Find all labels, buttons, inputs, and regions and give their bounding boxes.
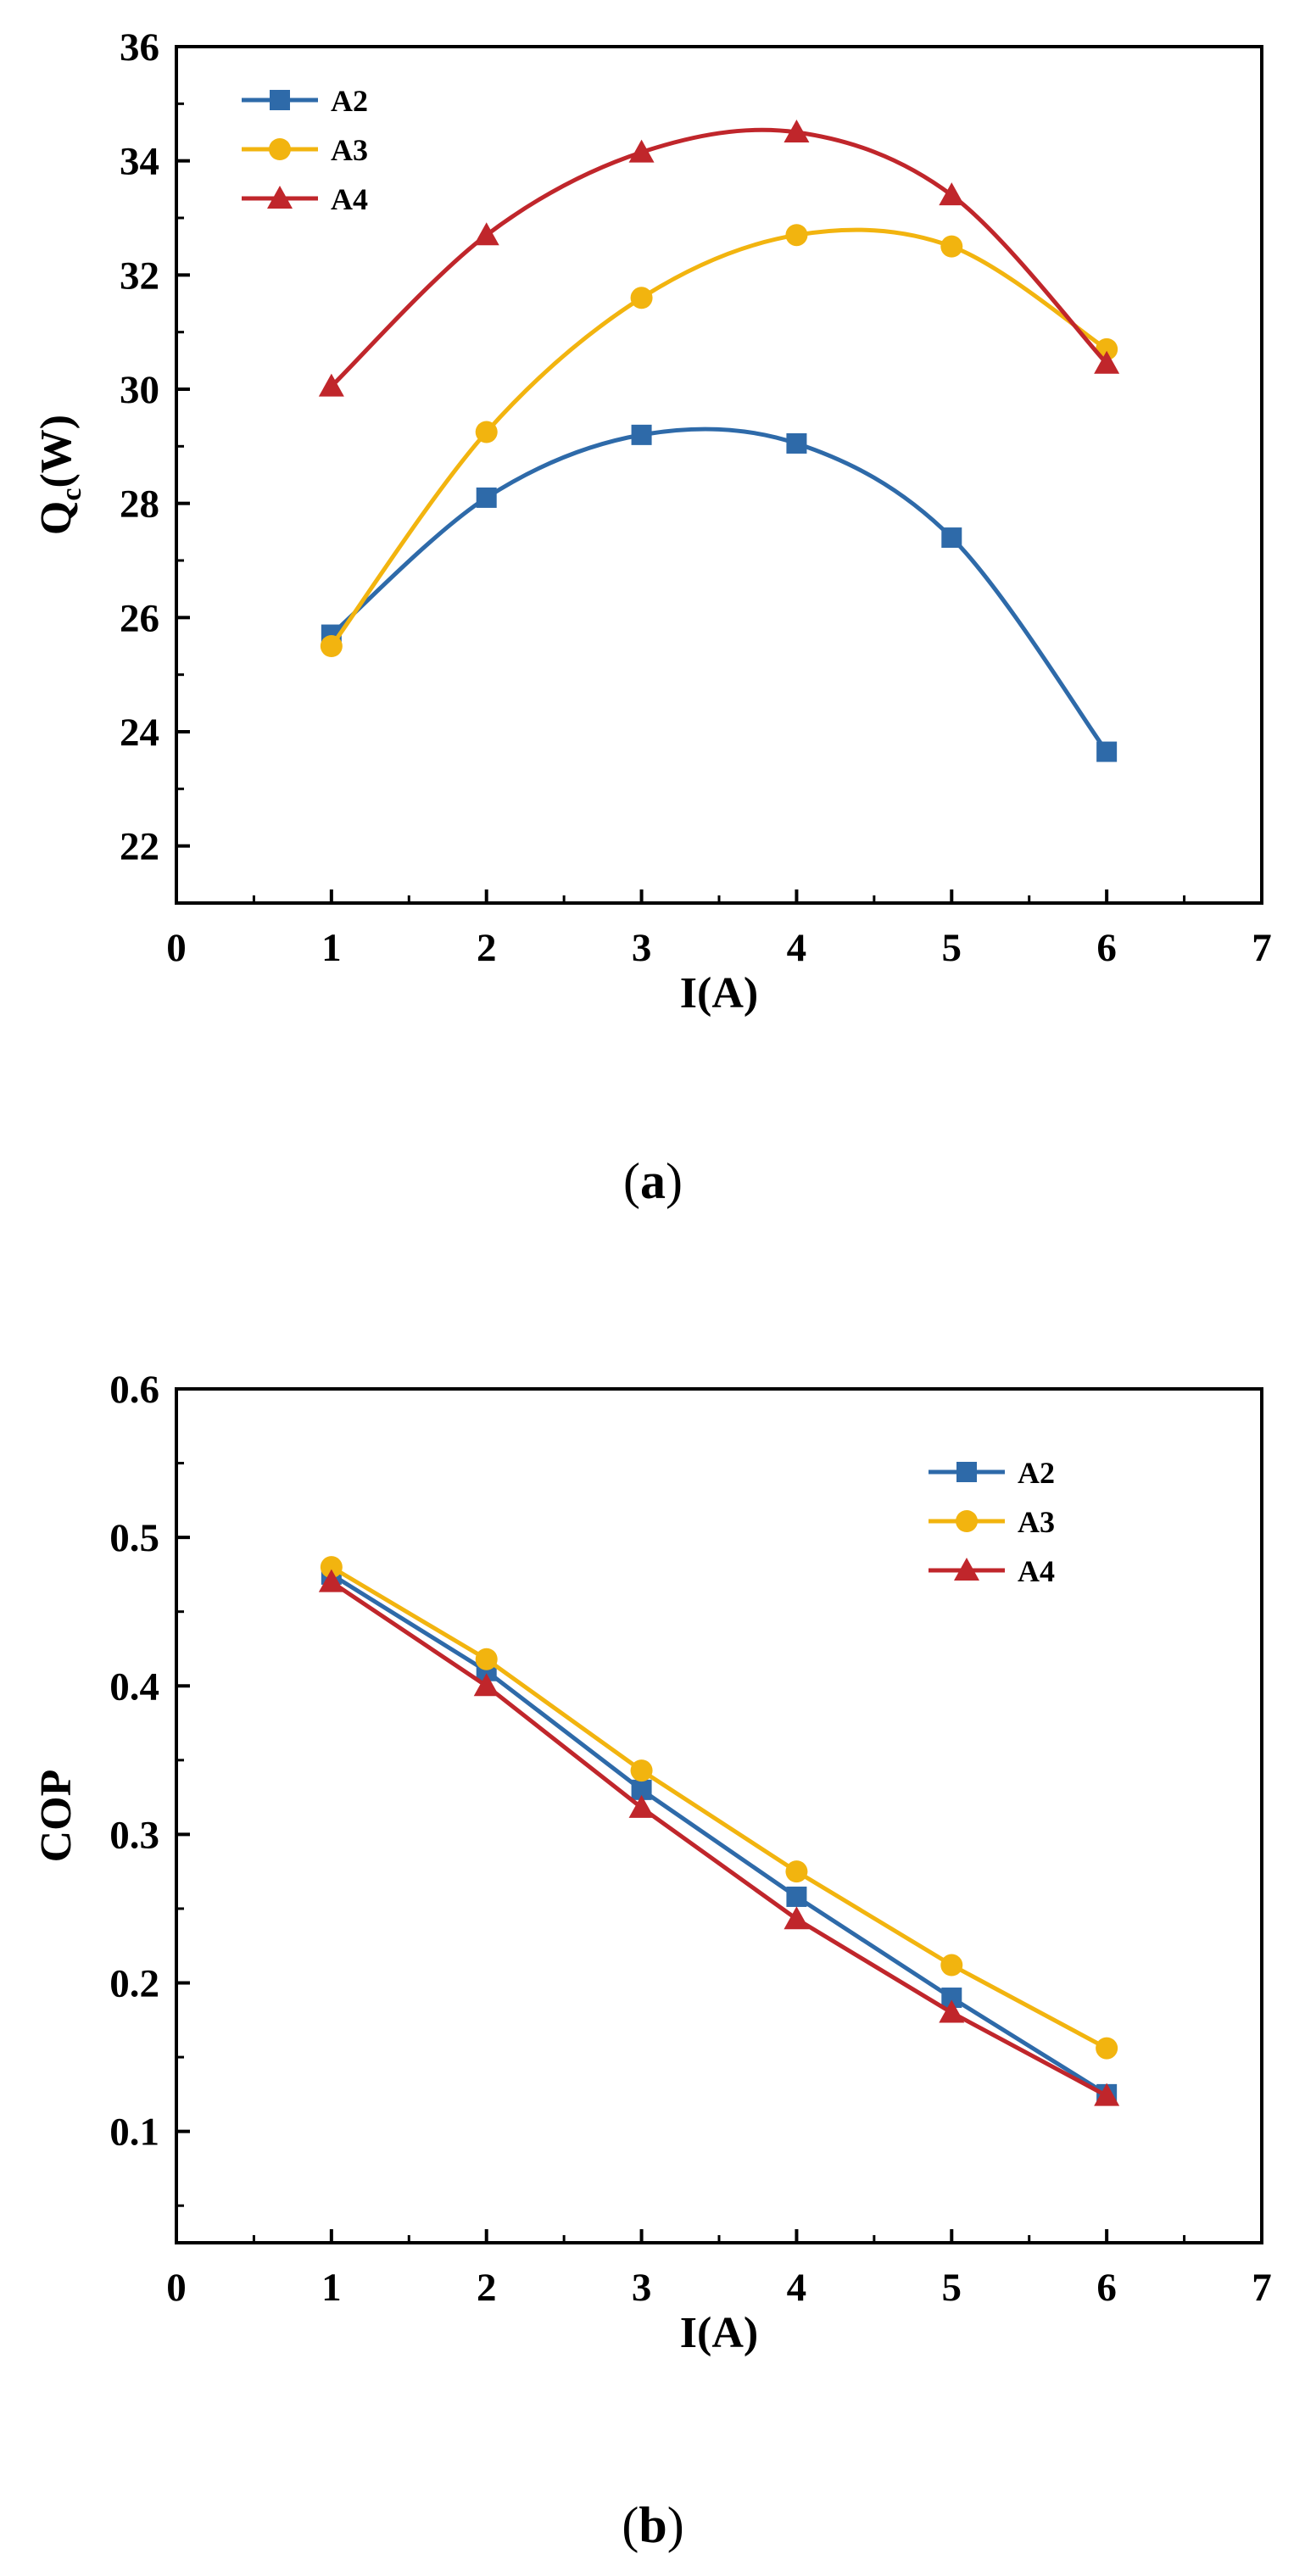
legend-marker-A2 — [270, 90, 290, 110]
x-axis-label: I(A) — [680, 969, 758, 1018]
data-point-A3 — [785, 1860, 808, 1883]
data-point-A3 — [785, 224, 808, 247]
data-point-A4 — [628, 1794, 655, 1818]
plot-frame — [175, 45, 1263, 905]
data-point-A4 — [939, 1999, 965, 2023]
legend-marker-A3 — [269, 138, 291, 160]
y-axis-label-main: Q — [32, 501, 81, 535]
x-tick-label: 5 — [942, 926, 962, 970]
panel-a-caption-letter: a — [640, 1153, 666, 1209]
legend-label-A3: A3 — [1018, 1505, 1055, 1539]
series-line-A3 — [330, 1565, 1108, 2050]
data-point-A4 — [1094, 350, 1120, 374]
data-point-A3 — [320, 1556, 343, 1579]
y-tick-label: 0.2 — [109, 1962, 159, 2006]
legend-label-A4: A4 — [1018, 1554, 1055, 1588]
x-tick-label: 7 — [1252, 926, 1272, 970]
y-axis-label: COP — [32, 1770, 81, 1863]
y-tick-label: 0.1 — [109, 2110, 159, 2155]
panel-a-caption: (a) — [623, 1153, 683, 1209]
legend-marker-A3 — [956, 1510, 978, 1532]
legend-label-A3: A3 — [331, 133, 368, 167]
panel-b-caption-letter: b — [639, 2497, 666, 2553]
x-tick-label: 4 — [787, 2266, 807, 2310]
y-tick-label: 32 — [120, 254, 159, 298]
y-axis-label-unit: (W) — [32, 415, 81, 488]
series-line-A4 — [330, 1580, 1108, 2098]
x-tick-label: 0 — [166, 2266, 187, 2310]
x-tick-label: 1 — [321, 926, 342, 970]
legend-label-A2: A2 — [331, 84, 368, 118]
y-tick-label: 22 — [120, 825, 159, 869]
x-tick-label: 0 — [166, 926, 187, 970]
data-point-A2 — [1096, 741, 1118, 762]
x-tick-label: 2 — [477, 926, 497, 970]
y-tick-label: 0.3 — [109, 1813, 159, 1857]
data-point-A3 — [630, 287, 653, 309]
data-point-A2 — [476, 487, 497, 508]
y-tick-label: 0.4 — [109, 1664, 159, 1709]
data-point-A4 — [939, 182, 965, 206]
x-tick-label: 5 — [942, 2266, 962, 2310]
data-point-A3 — [940, 1954, 963, 1977]
series-line-A3 — [329, 227, 1108, 648]
x-axis-label: I(A) — [680, 2309, 758, 2357]
y-tick-label: 30 — [120, 368, 159, 412]
data-point-A3 — [630, 1759, 653, 1782]
legend-marker-A2 — [956, 1462, 977, 1482]
y-tick-label: 36 — [120, 25, 159, 70]
plot-frame — [175, 1387, 1263, 2244]
legend-marker-A4 — [954, 1558, 979, 1581]
data-point-A2 — [631, 424, 652, 445]
data-point-A4 — [1094, 2083, 1120, 2106]
x-tick-label: 6 — [1096, 926, 1117, 970]
data-point-A2 — [786, 432, 807, 454]
data-point-A4 — [473, 222, 499, 246]
data-point-A3 — [1096, 2037, 1118, 2060]
panel-b-caption: (b) — [622, 2497, 683, 2553]
x-tick-label: 1 — [321, 2266, 342, 2310]
x-tick-label: 3 — [632, 926, 652, 970]
y-tick-label: 26 — [120, 596, 159, 640]
data-point-A3 — [940, 235, 963, 258]
series-line-A2 — [330, 1572, 1108, 2096]
data-point-A4 — [784, 120, 810, 142]
y-tick-label: 34 — [120, 140, 159, 184]
data-point-A4 — [784, 1906, 810, 1930]
x-tick-label: 3 — [632, 2266, 652, 2310]
series-line-A2 — [330, 427, 1109, 754]
chart-panel-b: 0 1 2 3 4 5 6 7 0.1 0.2 0.3 0.4 0.5 0.6 I(A) COP A2 A3 A4 — [32, 1368, 1272, 2357]
y-axis-label-subscript: c — [56, 488, 87, 501]
data-point-A4 — [318, 1569, 344, 1592]
series-line-A4 — [330, 127, 1108, 388]
y-tick-label: 0.6 — [109, 1368, 159, 1412]
legend-label-A2: A2 — [1018, 1456, 1055, 1490]
data-point-A3 — [475, 421, 498, 443]
data-point-A2 — [786, 1886, 807, 1907]
y-axis-label: Qc(W) — [32, 415, 87, 535]
data-point-A3 — [475, 1648, 498, 1670]
y-axis-label-main: COP — [32, 1770, 81, 1863]
x-tick-label: 4 — [787, 926, 807, 970]
x-tick-label: 7 — [1252, 2266, 1272, 2310]
data-point-A4 — [318, 373, 344, 397]
y-tick-label: 28 — [120, 482, 159, 527]
x-tick-label: 2 — [477, 2266, 497, 2310]
data-point-A4 — [473, 1673, 499, 1697]
y-tick-label: 24 — [120, 711, 159, 755]
data-point-A4 — [628, 139, 655, 163]
y-tick-label: 0.5 — [109, 1516, 159, 1560]
data-point-A3 — [320, 635, 343, 657]
legend-marker-A4 — [267, 186, 293, 209]
data-point-A2 — [941, 527, 962, 549]
x-tick-label: 6 — [1096, 2266, 1117, 2310]
legend-label-A4: A4 — [331, 182, 368, 216]
